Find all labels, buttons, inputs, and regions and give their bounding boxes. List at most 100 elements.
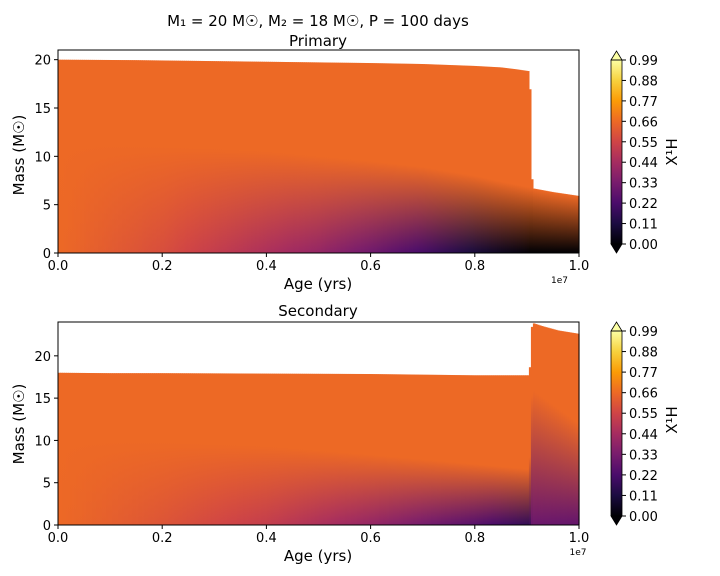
heatmap-column (92, 59, 95, 253)
heatmap-column (398, 374, 402, 525)
secondary-panel: Secondary 0.0 0.2 0.4 0.6 0.8 1.0 0 5 10 15 20 Ag… (10, 302, 681, 565)
heatmap-column (162, 60, 165, 254)
heatmap-column (266, 373, 269, 525)
heatmap-column (542, 326, 546, 525)
heatmap-column (358, 62, 362, 253)
heatmap-column (490, 66, 494, 254)
heatmap-column (494, 375, 498, 525)
heatmap-column (254, 61, 257, 254)
heatmap-column (560, 331, 564, 525)
heatmap-column (384, 374, 388, 525)
heatmap-column (214, 61, 217, 253)
heatmap-column (516, 69, 520, 253)
colorbar-tick-label: 0.33 (629, 177, 658, 192)
heatmap-column (394, 374, 398, 525)
x-tick-label: 0.2 (152, 531, 173, 546)
heatmap-column (294, 62, 298, 254)
heatmap-column (504, 68, 508, 254)
heatmap-column (324, 373, 328, 525)
heatmap-column (430, 64, 434, 253)
heatmap-column (246, 61, 249, 253)
heatmap-column (242, 61, 245, 254)
heatmap-column (338, 373, 342, 525)
x-tick-label: 1.0 (569, 531, 590, 546)
heatmap-column (164, 373, 167, 525)
heatmap-column (468, 65, 472, 253)
heatmap-column (350, 373, 354, 525)
heatmap-column (222, 373, 225, 525)
heatmap-column (324, 62, 328, 253)
heatmap-column (492, 375, 496, 525)
heatmap-column (250, 373, 253, 525)
heatmap-column (118, 373, 121, 525)
heatmap-column (502, 375, 506, 525)
secondary-colorbar-label: X¹H (663, 406, 681, 434)
heatmap-column (90, 59, 93, 254)
heatmap-column (400, 374, 404, 525)
heatmap-column (84, 59, 87, 253)
heatmap-column (550, 191, 554, 253)
heatmap-column (114, 373, 117, 525)
heatmap-column (124, 373, 127, 525)
heatmap-column (468, 375, 472, 525)
heatmap-column (320, 373, 324, 525)
heatmap-column (228, 61, 231, 253)
heatmap-column (332, 62, 336, 254)
heatmap-column (574, 333, 578, 525)
heatmap-column (396, 63, 400, 253)
heatmap-column (80, 59, 83, 254)
heatmap-column (340, 373, 344, 525)
heatmap-column (438, 374, 442, 525)
heatmap-column (278, 373, 282, 525)
heatmap-column (506, 375, 510, 525)
heatmap-column (252, 373, 255, 525)
heatmap-column (222, 61, 225, 254)
heatmap-column (276, 61, 280, 254)
heatmap-column (248, 61, 251, 253)
heatmap-column (296, 62, 300, 254)
heatmap-column (76, 59, 79, 253)
heatmap-column (444, 374, 448, 525)
heatmap-column (458, 65, 462, 253)
heatmap-column (290, 373, 294, 525)
heatmap-column (166, 60, 169, 253)
heatmap-column (456, 375, 460, 525)
heatmap-column (388, 374, 392, 525)
heatmap-column (132, 373, 135, 525)
heatmap-column (82, 59, 85, 253)
heatmap-column (312, 373, 316, 525)
heatmap-column (528, 367, 532, 525)
heatmap-column (344, 373, 348, 525)
heatmap-column (210, 61, 213, 253)
heatmap-column (376, 374, 380, 525)
heatmap-column (286, 62, 290, 253)
colorbar-tick-label: 0.00 (629, 238, 658, 253)
x-tick-label: 0.0 (48, 531, 69, 546)
heatmap-column (512, 375, 516, 525)
heatmap-column (232, 373, 235, 525)
heatmap-column (302, 373, 306, 525)
heatmap-column (122, 60, 125, 253)
primary-colorbar-label: X¹H (663, 138, 681, 166)
heatmap-column (182, 373, 185, 525)
heatmap-column (386, 374, 390, 525)
heatmap-column (434, 64, 438, 253)
heatmap-column (292, 373, 296, 525)
heatmap-column (392, 374, 396, 525)
heatmap-column (268, 61, 271, 253)
heatmap-column (396, 374, 400, 525)
colorbar-tick-label: 0.55 (629, 136, 658, 151)
heatmap-column (146, 373, 149, 525)
heatmap-column (306, 373, 310, 525)
heatmap-column (266, 61, 269, 253)
heatmap-column (552, 192, 556, 253)
heatmap-column (356, 62, 360, 253)
heatmap-column (474, 375, 478, 525)
heatmap-column (418, 374, 422, 525)
heatmap-column (136, 60, 139, 253)
colorbar-tick-label: 0.77 (629, 95, 658, 110)
heatmap-column (328, 373, 332, 525)
heatmap-column (74, 59, 77, 253)
colorbar-extend-min (610, 243, 623, 254)
